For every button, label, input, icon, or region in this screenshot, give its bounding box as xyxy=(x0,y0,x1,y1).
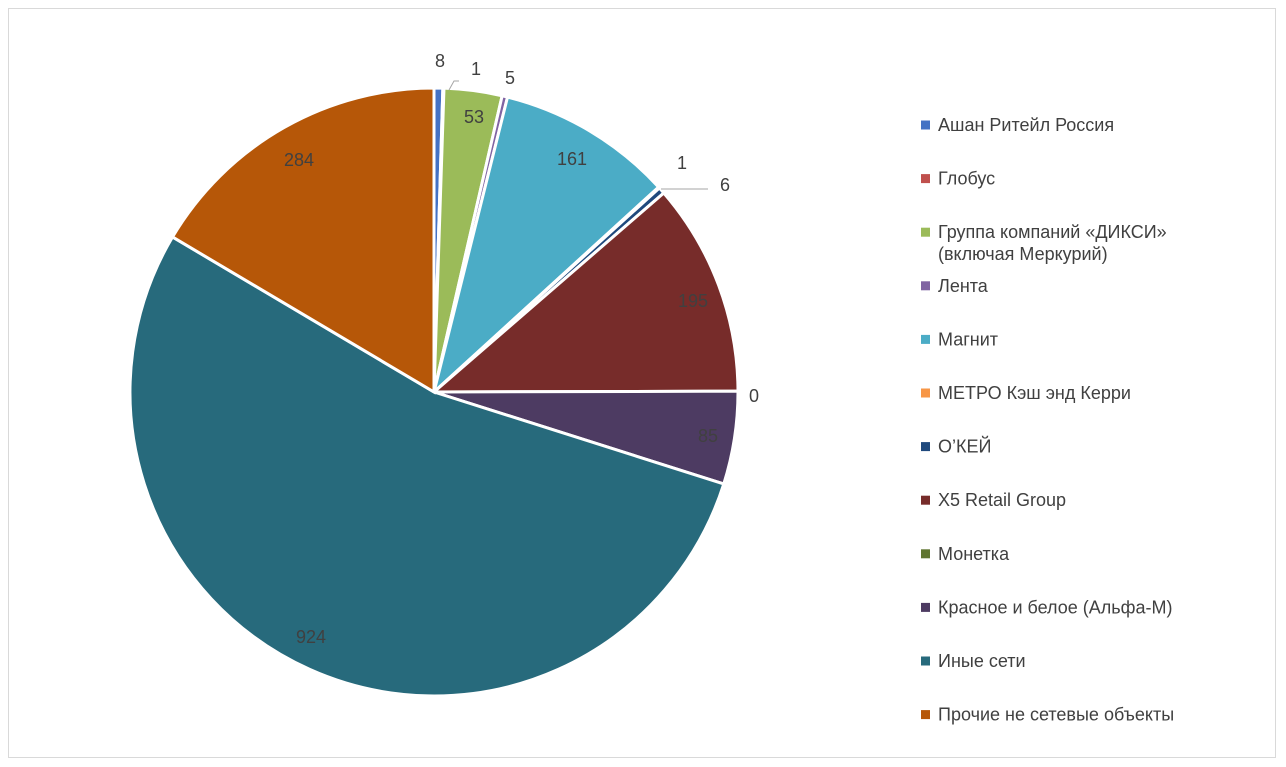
legend-label: (включая Меркурий) xyxy=(938,244,1108,264)
pie-slice xyxy=(170,86,436,395)
legend-swatch xyxy=(921,120,930,130)
legend-label: Иные сети xyxy=(938,651,1026,671)
data-label: 6 xyxy=(720,175,730,195)
legend-label: Красное и белое (Альфа-М) xyxy=(938,597,1172,617)
data-label: 85 xyxy=(698,426,718,446)
legend-swatch xyxy=(921,281,930,291)
pie-slices xyxy=(128,86,740,698)
legend-label: Глобус xyxy=(938,169,995,189)
legend-swatch xyxy=(921,227,930,237)
legend-label: МЕТРО Кэш энд Керри xyxy=(938,383,1131,403)
legend-swatch xyxy=(921,174,930,184)
legend-swatch xyxy=(921,549,930,559)
data-label: 161 xyxy=(557,149,587,169)
legend-swatch xyxy=(921,442,930,452)
legend-label: X5 Retail Group xyxy=(938,490,1066,510)
legend-label: Магнит xyxy=(938,329,998,349)
chart-area: 8 1 53 5 161 1 6 195 0 85 924 284 Ашан Ритейл Росси… xyxy=(8,8,1276,758)
pie-slice xyxy=(128,234,726,698)
pie-slice xyxy=(429,190,740,394)
legend-swatch xyxy=(921,495,930,505)
data-label: 0 xyxy=(749,386,759,406)
pie-chart: 8 1 53 5 161 1 6 195 0 85 924 284 Ашан Ритейл Росси… xyxy=(128,51,1174,725)
legend-label: Лента xyxy=(938,276,989,296)
data-label: 1 xyxy=(471,59,481,79)
data-label: 195 xyxy=(678,291,708,311)
legend: Ашан Ритейл Россия Глобус Группа компаний … xyxy=(921,115,1174,725)
data-label: 5 xyxy=(505,68,515,88)
legend-swatch xyxy=(921,334,930,344)
legend-label: Монетка xyxy=(938,544,1010,564)
data-label: 924 xyxy=(296,627,326,647)
data-label: 53 xyxy=(464,107,484,127)
data-label: 8 xyxy=(435,51,445,71)
legend-swatch xyxy=(921,710,930,720)
legend-label: Ашан Ритейл Россия xyxy=(938,115,1114,135)
legend-swatch xyxy=(921,388,930,398)
legend-swatch xyxy=(921,656,930,666)
data-label: 284 xyxy=(284,150,314,170)
legend-label: О’КЕЙ xyxy=(938,436,991,457)
data-label: 1 xyxy=(677,153,687,173)
leader-lines xyxy=(448,80,708,190)
legend-label: Прочие не сетевые объекты xyxy=(938,705,1174,725)
legend-swatch xyxy=(921,602,930,612)
leader-line xyxy=(448,80,459,91)
pie-slice xyxy=(431,95,661,397)
data-labels: 8 1 53 5 161 1 6 195 0 85 924 284 xyxy=(284,51,759,647)
legend-label: Группа компаний «ДИКСИ» xyxy=(938,222,1167,242)
